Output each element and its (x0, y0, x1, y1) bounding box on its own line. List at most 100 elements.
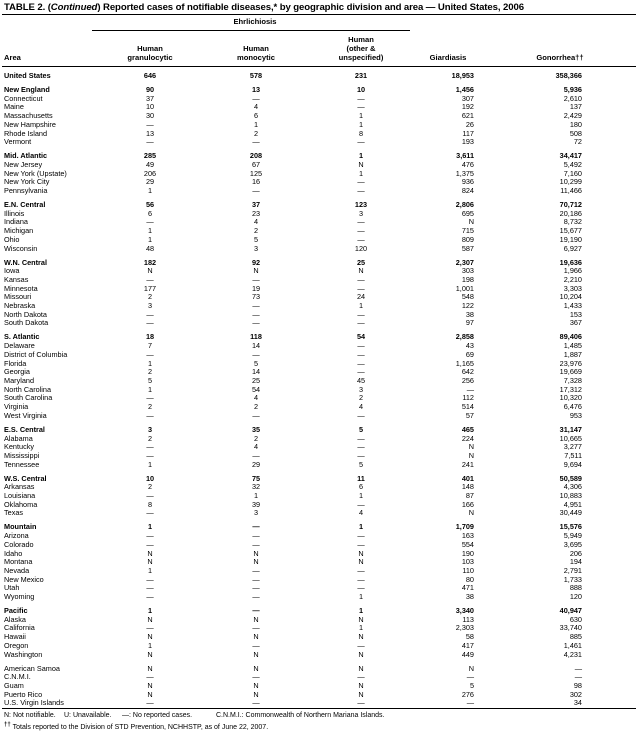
granulocytic-cell: — (146, 442, 154, 452)
table-row: Iowa N N N 303 1,966 (4, 267, 582, 276)
table-row: U.S. Virgin Islands — — — — 34 (4, 699, 582, 708)
granulocytic-cell: 1 (147, 522, 153, 532)
table-row: C.N.M.I. — — — — — (4, 673, 582, 682)
giardiasis-cell: 57 (465, 410, 474, 420)
gonorrhea-cell: 153 (569, 309, 582, 319)
other-cell: 4 (358, 402, 364, 412)
header-monocytic: Human monocytic (206, 44, 306, 62)
area-cell: Wisconsin (4, 243, 38, 253)
other-cell: N (358, 663, 364, 673)
giardiasis-cell: 2,806 (455, 200, 474, 210)
granulocytic-cell: 2 (147, 367, 153, 377)
giardiasis-cell: — (466, 698, 474, 708)
gonorrhea-cell: 7,511 (564, 450, 582, 460)
monocytic-cell: — (252, 93, 260, 103)
footnote-u: U: Unavailable. (64, 712, 112, 719)
giardiasis-cell: 241 (461, 459, 474, 469)
area-cell: Washington (4, 649, 43, 659)
other-cell: 8 (358, 128, 364, 138)
area-cell: New York (Upstate) (4, 168, 67, 178)
giardiasis-cell: 824 (461, 186, 474, 196)
area-cell: North Dakota (4, 309, 47, 319)
area-cell: Oklahoma (4, 499, 38, 509)
other-cell: 24 (356, 292, 366, 302)
other-cell: 1 (358, 491, 364, 501)
monocytic-cell: 19 (251, 283, 261, 293)
area-cell: Puerto Rico (4, 689, 43, 699)
area-cell: Nevada (4, 565, 30, 575)
granulocytic-cell: — (146, 217, 154, 227)
granulocytic-cell: N (147, 614, 153, 624)
table-row: Wyoming — — 1 38 120 (4, 592, 582, 602)
other-cell: 1 (358, 592, 364, 602)
area-cell: New Jersey (4, 159, 43, 169)
granulocytic-cell: 37 (145, 93, 155, 103)
granulocytic-cell: 182 (143, 257, 157, 267)
monocytic-cell: 5 (253, 358, 259, 368)
table-row: Utah — — — 471 888 (4, 584, 582, 593)
other-cell: — (357, 672, 365, 682)
monocytic-cell: — (252, 410, 260, 420)
other-cell: — (357, 565, 365, 575)
giardiasis-cell: 87 (465, 491, 474, 501)
giardiasis-cell: N (468, 450, 474, 460)
other-cell: 4 (358, 508, 364, 518)
monocytic-cell: — (252, 137, 260, 147)
gonorrhea-cell: 4,306 (563, 482, 582, 492)
table-row: New Mexico — — — 80 1,733 (4, 574, 582, 585)
region-row: S. Atlantic 18 118 54 2,858 89,406 (4, 333, 582, 342)
area-cell: New Mexico (4, 574, 44, 584)
granulocytic-cell: 1 (147, 234, 153, 244)
giardiasis-cell: 103 (461, 557, 474, 567)
granulocytic-cell: 3 (147, 424, 153, 434)
giardiasis-cell: 695 (461, 208, 474, 218)
table-row: Puerto Rico N N N 276 302 (4, 689, 582, 700)
table-row: Alabama 2 2 — 224 10,665 (4, 433, 582, 444)
monocytic-cell: — (252, 574, 260, 584)
giardiasis-cell: N (468, 442, 474, 452)
granulocytic-cell: 30 (145, 111, 155, 121)
area-cell: Maryland (4, 375, 35, 385)
table-row: South Carolina — 4 2 112 10,320 (4, 394, 582, 403)
giardiasis-cell: 163 (461, 531, 474, 541)
other-cell: 3 (358, 208, 364, 218)
giardiasis-cell: 936 (461, 177, 474, 187)
granulocytic-cell: 646 (143, 71, 157, 80)
giardiasis-cell: 514 (461, 402, 474, 412)
table-row: Michigan 1 2 — 715 15,677 (4, 226, 582, 236)
table-row: Florida 1 5 — 1,165 23,976 (4, 358, 582, 369)
granulocytic-cell: 1 (147, 384, 153, 394)
giardiasis-cell: 148 (461, 482, 474, 492)
other-cell: 1 (358, 151, 364, 161)
monocytic-cell: 125 (249, 168, 263, 178)
other-cell: 6 (358, 482, 364, 492)
area-cell: District of Columbia (4, 349, 68, 359)
giardiasis-cell: 303 (461, 266, 474, 276)
granulocytic-cell: 2 (147, 433, 153, 443)
table-row: Montana N N N 103 194 (4, 558, 582, 567)
giardiasis-cell: 18,953 (451, 71, 474, 80)
ehrlichiosis-rule (92, 30, 410, 31)
table-row: New Jersey 49 67 N 476 5,492 (4, 159, 582, 170)
monocytic-cell: 92 (251, 257, 261, 267)
area-cell: New England (4, 85, 50, 94)
monocytic-cell: 3 (253, 508, 259, 518)
granulocytic-cell: 13 (145, 128, 155, 138)
granulocytic-cell: — (146, 508, 154, 518)
monocytic-cell: — (252, 186, 260, 196)
giardiasis-cell: — (466, 672, 474, 682)
table-row: District of Columbia — — — 69 1,887 (4, 349, 582, 360)
table-row: North Dakota — — — 38 153 (4, 309, 582, 320)
monocytic-cell: 2 (253, 433, 259, 443)
giardiasis-cell: 110 (462, 565, 474, 575)
monocytic-cell: 2 (253, 128, 259, 138)
gonorrhea-cell: 15,677 (559, 226, 582, 236)
gonorrhea-cell: 34 (573, 698, 582, 708)
gonorrhea-cell: 1,887 (563, 349, 582, 359)
area-cell: U.S. Virgin Islands (4, 698, 64, 708)
region-row: E.N. Central 56 37 123 2,806 70,712 (4, 200, 582, 210)
other-cell: — (357, 358, 365, 368)
table-row: New York City 29 16 — 936 10,299 (4, 178, 582, 187)
table-row: Washington N N N 449 4,231 (4, 649, 582, 660)
giardiasis-cell: 5 (469, 680, 474, 690)
